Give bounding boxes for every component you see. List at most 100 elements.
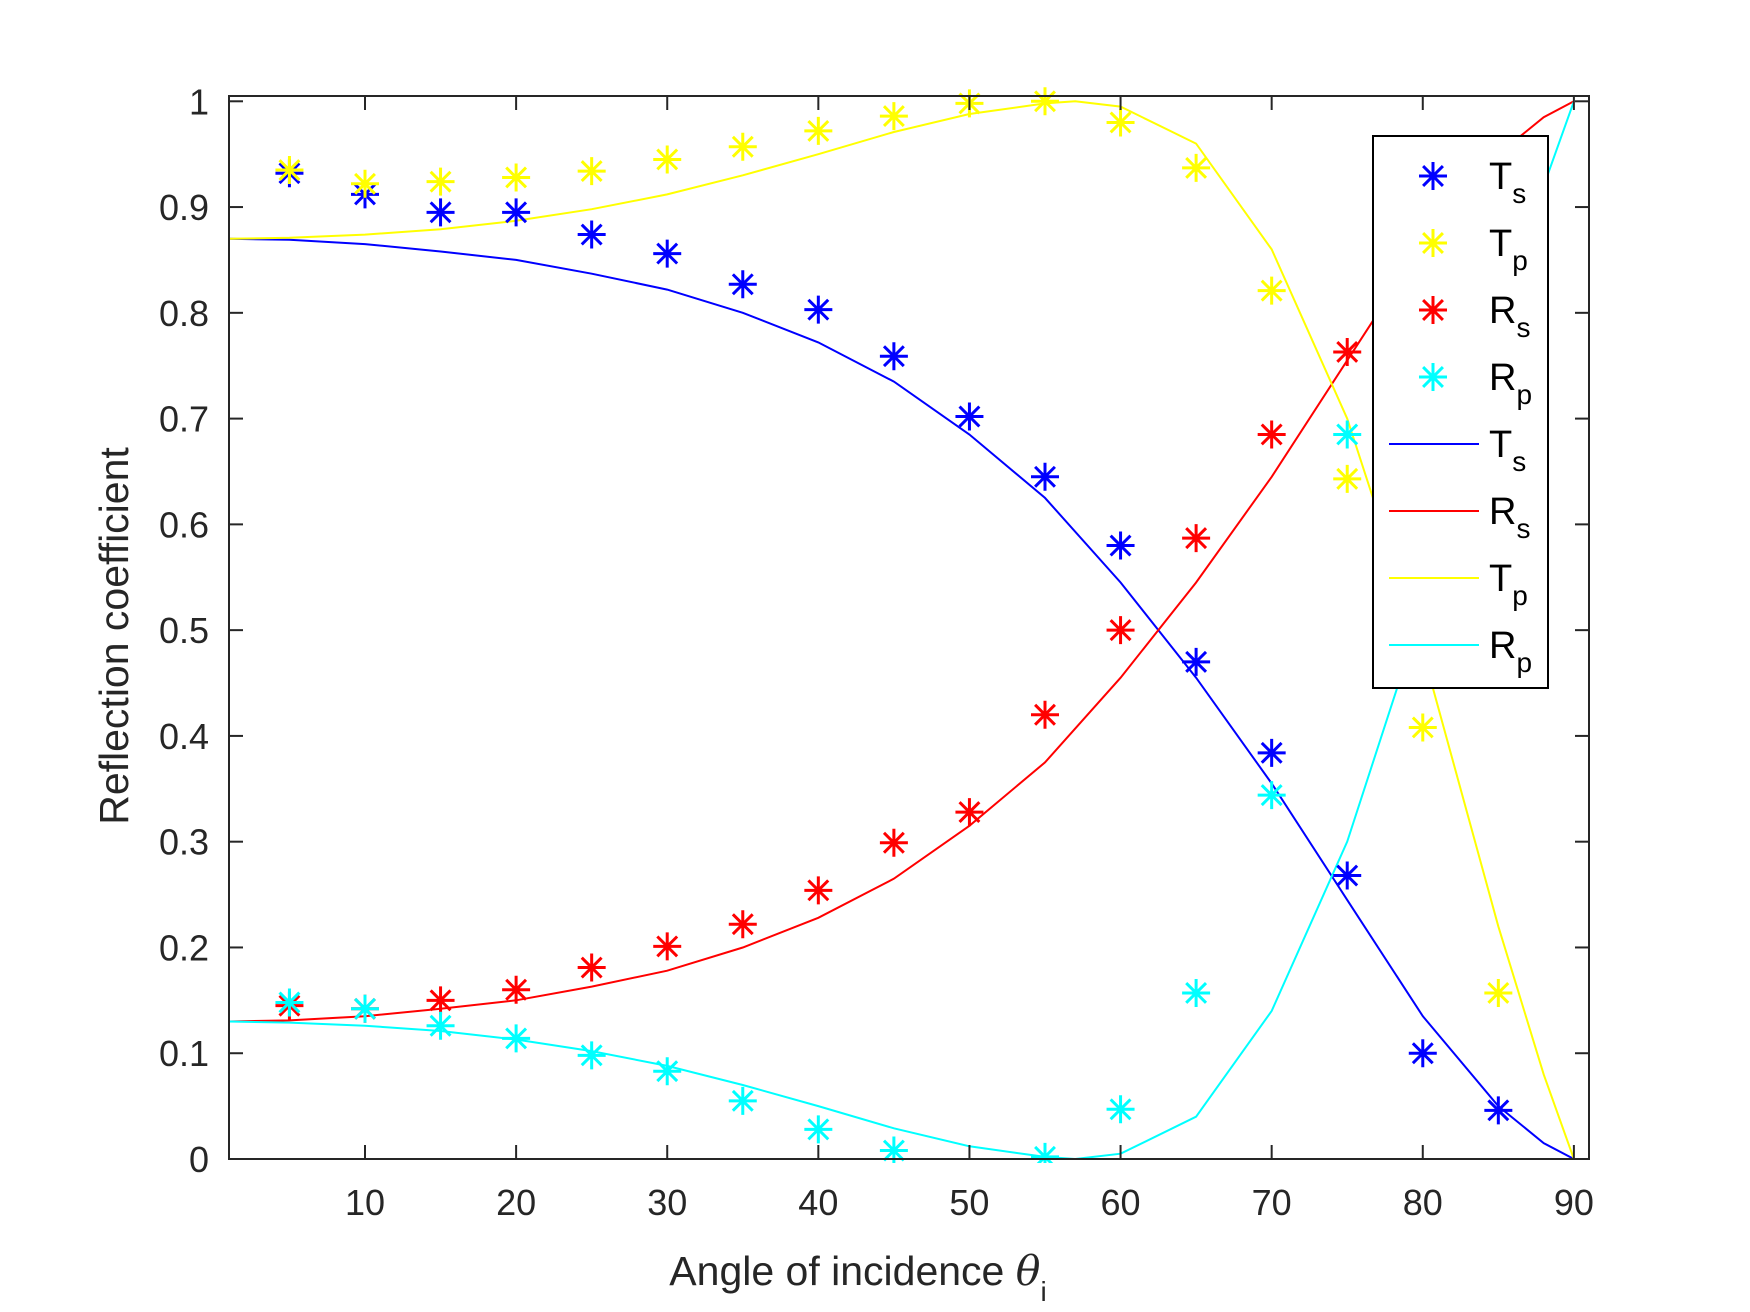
y-tick-label: 0.9 bbox=[159, 187, 209, 228]
x-axis-title: Angle of incidence θi bbox=[669, 1247, 1046, 1307]
marker-point-Ts bbox=[653, 239, 682, 268]
marker-point-Rs bbox=[426, 986, 455, 1015]
marker-point-Ts bbox=[426, 198, 455, 227]
legend-label-Tp: Tp bbox=[1489, 223, 1528, 276]
marker-point-Rp bbox=[577, 1041, 606, 1070]
marker-point-Tp bbox=[275, 156, 304, 185]
marker-point-Tp bbox=[804, 116, 833, 145]
marker-point-Rs bbox=[1257, 420, 1286, 449]
marker-point-Rp bbox=[1333, 420, 1362, 449]
marker-point-Tp bbox=[728, 132, 757, 161]
y-tick-label: 0.4 bbox=[159, 716, 209, 757]
x-axis-title-symbol: θ bbox=[1016, 1247, 1041, 1295]
marker-point-Ts bbox=[1257, 738, 1286, 767]
marker-point-Rp bbox=[879, 1136, 908, 1163]
x-tick-label: 30 bbox=[647, 1182, 687, 1223]
line-series-Ts bbox=[229, 237, 1575, 1160]
plot-area bbox=[229, 87, 1575, 1163]
marker-point-Rp bbox=[653, 1057, 682, 1086]
marker-point-Ts bbox=[804, 295, 833, 324]
legend-label-Tp: Tp bbox=[1489, 558, 1528, 611]
marker-point-Ts bbox=[1484, 1096, 1513, 1125]
marker-point-Rs bbox=[1182, 524, 1211, 553]
marker-point-Rp bbox=[728, 1086, 757, 1115]
marker-point-Rp bbox=[1031, 1142, 1059, 1163]
marker-point-Ts bbox=[955, 402, 984, 431]
marker-point-Rs bbox=[879, 828, 908, 857]
x-tick-label: 70 bbox=[1252, 1182, 1292, 1223]
y-tick-label: 0.6 bbox=[159, 504, 209, 545]
marker-point-Ts bbox=[1106, 531, 1135, 560]
marker-point-Rp bbox=[804, 1115, 833, 1144]
marker-point-Tp bbox=[1333, 464, 1362, 493]
marker-point-Tp bbox=[879, 102, 908, 131]
axes-box bbox=[228, 95, 1590, 1160]
legend-label-Rs: Rs bbox=[1489, 290, 1530, 343]
marker-point-Ts bbox=[879, 342, 908, 371]
x-tick-label: 10 bbox=[345, 1182, 385, 1223]
legend-box bbox=[1372, 135, 1549, 689]
marker-point-Tp bbox=[1408, 713, 1437, 742]
y-tick-label: 0.3 bbox=[159, 822, 209, 863]
marker-point-Rp bbox=[426, 1011, 455, 1040]
legend-marker-Rs bbox=[1419, 296, 1447, 324]
marker-point-Rp bbox=[1106, 1095, 1135, 1124]
marker-point-Rp bbox=[1257, 781, 1286, 810]
x-axis-title-text: Angle of incidence bbox=[669, 1248, 1015, 1294]
marker-point-Ts bbox=[1408, 1039, 1437, 1068]
y-tick-label: 0.8 bbox=[159, 293, 209, 334]
legend-label-Ts: Ts bbox=[1489, 424, 1526, 477]
legend-label-Rp: Rp bbox=[1489, 357, 1532, 410]
legend-marker-Rp bbox=[1419, 363, 1447, 391]
y-axis-title: Reflection coefficient bbox=[91, 447, 137, 825]
marker-point-Rs bbox=[653, 932, 682, 961]
marker-point-Rs bbox=[1031, 700, 1059, 729]
marker-point-Ts bbox=[502, 198, 531, 227]
x-tick-label: 50 bbox=[949, 1182, 989, 1223]
x-axis-title-subscript: i bbox=[1040, 1276, 1046, 1307]
marker-point-Rs bbox=[502, 975, 531, 1004]
legend-label-Ts: Ts bbox=[1489, 156, 1526, 209]
marker-point-Rs bbox=[955, 798, 984, 827]
marker-point-Rs bbox=[1106, 616, 1135, 645]
x-tick-label: 80 bbox=[1403, 1182, 1443, 1223]
marker-point-Ts bbox=[577, 220, 606, 249]
y-tick-label: 0.2 bbox=[159, 927, 209, 968]
marker-point-Rs bbox=[728, 910, 757, 939]
x-tick-label: 20 bbox=[496, 1182, 536, 1223]
y-tick-label: 0.5 bbox=[159, 610, 209, 651]
marker-point-Tp bbox=[1106, 108, 1135, 137]
legend-label-Rp: Rp bbox=[1489, 625, 1532, 678]
x-tick-label: 90 bbox=[1554, 1182, 1594, 1223]
marker-point-Rp bbox=[1182, 978, 1211, 1007]
marker-point-Rs bbox=[1333, 337, 1362, 366]
marker-point-Tp bbox=[1257, 276, 1286, 305]
y-tick-label: 0.1 bbox=[159, 1033, 209, 1074]
marker-point-Rp bbox=[351, 994, 379, 1023]
marker-point-Tp bbox=[426, 167, 455, 196]
legend-marker-Tp bbox=[1419, 229, 1447, 257]
legend-marker-Ts bbox=[1419, 162, 1447, 190]
marker-point-Tp bbox=[502, 163, 531, 192]
legend: Ts Tp Rs Rp Ts Rs Tp Rp bbox=[1372, 135, 1549, 689]
marker-point-Tp bbox=[351, 169, 379, 198]
marker-point-Tp bbox=[1031, 87, 1059, 116]
marker-point-Tp bbox=[1484, 978, 1513, 1007]
marker-point-Rp bbox=[502, 1024, 531, 1053]
marker-point-Tp bbox=[1182, 153, 1211, 182]
marker-point-Ts bbox=[1333, 861, 1362, 890]
x-tick-label: 60 bbox=[1101, 1182, 1141, 1223]
y-tick-label: 0 bbox=[189, 1139, 209, 1180]
marker-point-Rs bbox=[577, 953, 606, 982]
legend-label-Rs: Rs bbox=[1489, 491, 1530, 544]
x-tick-label: 40 bbox=[798, 1182, 838, 1223]
marker-point-Ts bbox=[1182, 647, 1211, 676]
marker-point-Tp bbox=[653, 145, 682, 174]
marker-point-Tp bbox=[577, 157, 606, 186]
marker-point-Rp bbox=[275, 988, 304, 1017]
marker-point-Rs bbox=[804, 876, 833, 905]
y-tick-label: 1 bbox=[189, 81, 209, 122]
marker-point-Ts bbox=[728, 270, 757, 299]
axes: 10 20 30 40 50 60 70 80 90 0 0.1 0.2 0.3 0.4 0.5 0.6 0.7… bbox=[159, 81, 1594, 1223]
